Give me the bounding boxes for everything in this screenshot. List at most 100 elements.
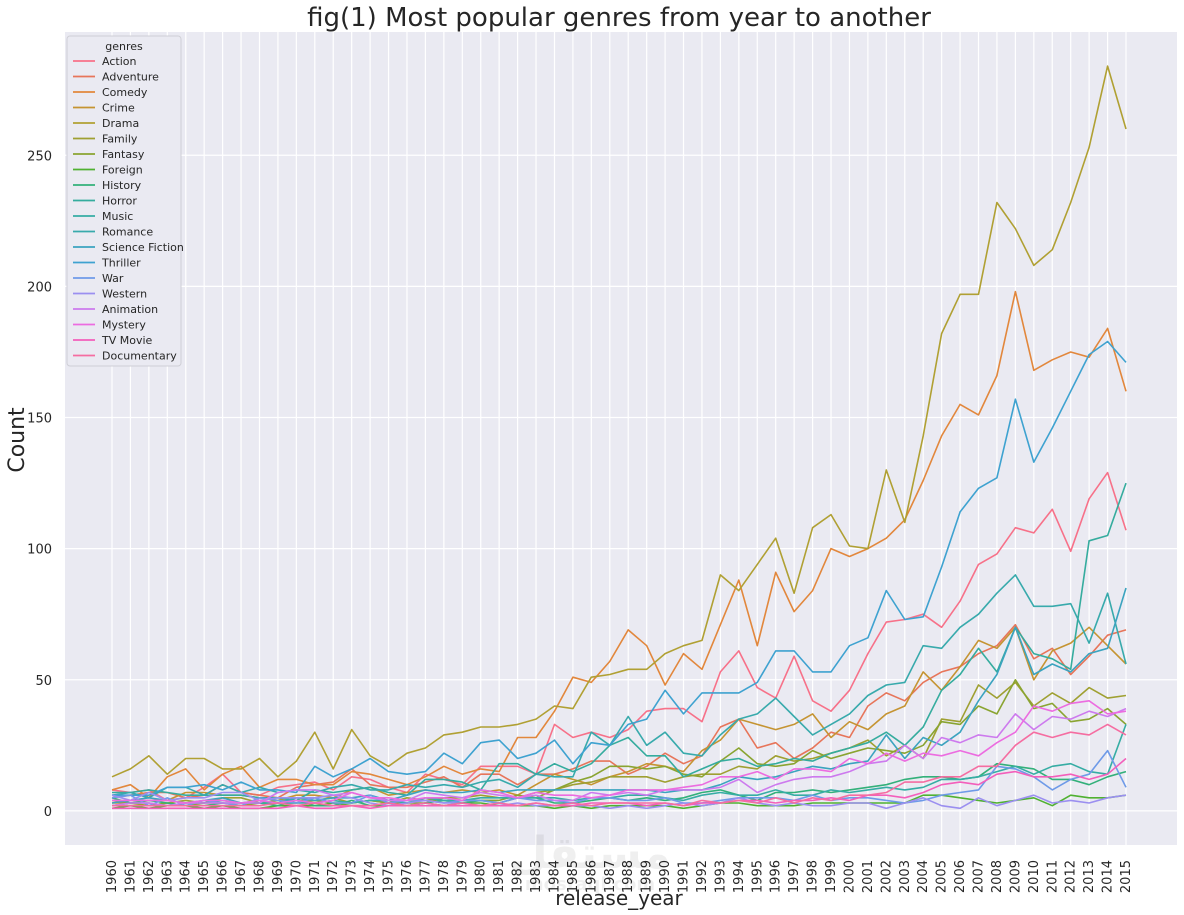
series-line-crime	[112, 626, 1127, 804]
x-tick-label: 2013	[1082, 860, 1097, 893]
x-tick-label: 1964	[179, 860, 194, 893]
x-tick-label: 1991	[677, 860, 692, 893]
x-tick-label: 1978	[437, 860, 452, 893]
legend-label-comedy: Comedy	[102, 86, 148, 99]
legend-label-family: Family	[102, 133, 138, 146]
x-tick-label: 1998	[806, 860, 821, 893]
x-tick-label: 1995	[750, 860, 765, 893]
legend-label-horror: Horror	[102, 195, 137, 208]
x-tick-label: 1980	[474, 860, 489, 893]
x-tick-label: 1984	[547, 860, 562, 893]
x-tick-label: 1982	[511, 860, 526, 893]
x-tick-label: 2001	[861, 860, 876, 893]
legend-label-action: Action	[102, 55, 136, 68]
chart-title: fig(1) Most popular genres from year to …	[307, 3, 931, 33]
series-line-adventure	[111, 623, 1127, 799]
x-tick-label: 1996	[769, 860, 784, 893]
y-axis-label: Count	[5, 407, 30, 473]
legend-label-western: Western	[102, 288, 147, 301]
x-tick-label: 2006	[953, 860, 968, 893]
x-tick-label: 2008	[990, 860, 1005, 893]
x-axis-label: release_year	[555, 886, 683, 910]
x-tick-label: 1972	[326, 860, 341, 893]
x-tick-label: 1962	[142, 860, 157, 893]
legend-label-adventure: Adventure	[102, 71, 159, 84]
series-line-comedy	[111, 290, 1127, 799]
series-lines	[111, 65, 1127, 810]
legend-label-history: History	[102, 179, 142, 192]
series-line-foreign	[111, 794, 1127, 810]
x-tick-label: 2014	[1101, 860, 1116, 893]
x-tick-label: 1985	[566, 860, 581, 893]
legend-label-fantasy: Fantasy	[102, 148, 145, 161]
x-tick-label: 1993	[713, 860, 728, 893]
x-tick-label: 1988	[621, 860, 636, 893]
legend-label-foreign: Foreign	[102, 164, 143, 177]
y-tick-label: 250	[27, 149, 52, 164]
x-tick-label: 2003	[898, 860, 913, 893]
x-tick-label: 1987	[603, 860, 618, 893]
x-tick-label: 1997	[787, 860, 802, 893]
x-tick-label: 1970	[289, 860, 304, 893]
x-tick-label: 1971	[308, 860, 323, 893]
plot-background	[65, 32, 1177, 845]
series-line-war	[111, 749, 1127, 807]
watermark-subtext: mostaql.com	[525, 874, 655, 895]
legend-label-crime: Crime	[102, 102, 135, 115]
x-tick-label: 2015	[1119, 860, 1134, 893]
y-tick-label: 100	[27, 543, 52, 558]
series-line-action	[111, 471, 1127, 802]
legend: genres Action Adventure Comedy Crime Drama Fa…	[66, 35, 184, 367]
x-tick-label: 1973	[345, 860, 360, 893]
series-line-western	[111, 791, 1127, 810]
x-tick-label: 1979	[455, 860, 470, 893]
y-tick-label: 150	[27, 412, 52, 427]
y-tick-label: 0	[44, 805, 52, 820]
x-tick-label: 2012	[1064, 860, 1079, 893]
y-tick-label: 50	[35, 674, 52, 689]
legend-label-thriller: Thriller	[101, 257, 141, 270]
y-tick-labels: 0 50 100 150 200 250	[27, 149, 52, 820]
x-tick-labels: 1960 1961 1962 1963 1964 1965 1966 1967 1968 1969…	[105, 860, 1134, 893]
x-tick-label: 1968	[252, 860, 267, 893]
legend-label-documentary: Documentary	[102, 350, 177, 363]
x-tick-label: 2010	[1027, 860, 1042, 893]
x-tick-label: 1990	[658, 860, 673, 893]
series-line-thriller	[112, 340, 1127, 797]
legend-label-science-fiction: Science Fiction	[102, 241, 184, 254]
series-line-documentary	[112, 723, 1127, 807]
x-tick-label: 2002	[879, 860, 894, 893]
legend-label-war: War	[102, 272, 124, 285]
watermark: مستقل mostaql.com	[510, 828, 671, 895]
x-tick-label: 1969	[271, 860, 286, 893]
x-tick-label: 2000	[842, 860, 857, 893]
legend-label-tv-movie: TV Movie	[101, 334, 153, 347]
x-tick-label: 2009	[1008, 860, 1023, 893]
legend-label-drama: Drama	[102, 117, 139, 130]
x-tick-label: 2011	[1045, 860, 1060, 893]
watermark-text: مستقل	[510, 828, 671, 879]
x-tick-label: 1999	[824, 860, 839, 893]
legend-box	[66, 35, 182, 367]
x-tick-label: 1961	[123, 860, 138, 893]
series-line-mystery	[112, 699, 1127, 804]
x-tick-label: 2005	[935, 860, 950, 893]
x-tick-label: 1989	[640, 860, 655, 893]
x-tick-label: 1965	[197, 860, 212, 893]
x-tick-label: 1960	[105, 860, 120, 893]
x-tick-label: 1975	[382, 860, 397, 893]
x-tick-label: 1983	[529, 860, 544, 893]
x-tick-label: 1967	[234, 860, 249, 893]
x-tick-label: 2004	[916, 860, 931, 893]
x-tick-label: 1977	[418, 860, 433, 893]
series-line-drama	[111, 65, 1127, 778]
x-tick-label: 1963	[160, 860, 175, 893]
legend-label-romance: Romance	[102, 226, 153, 239]
y-tick-label: 200	[27, 280, 52, 295]
legend-label-music: Music	[102, 210, 133, 223]
legend-title: genres	[105, 40, 143, 53]
x-tick-label: 2007	[972, 860, 987, 893]
x-tick-label: 1974	[363, 860, 378, 893]
